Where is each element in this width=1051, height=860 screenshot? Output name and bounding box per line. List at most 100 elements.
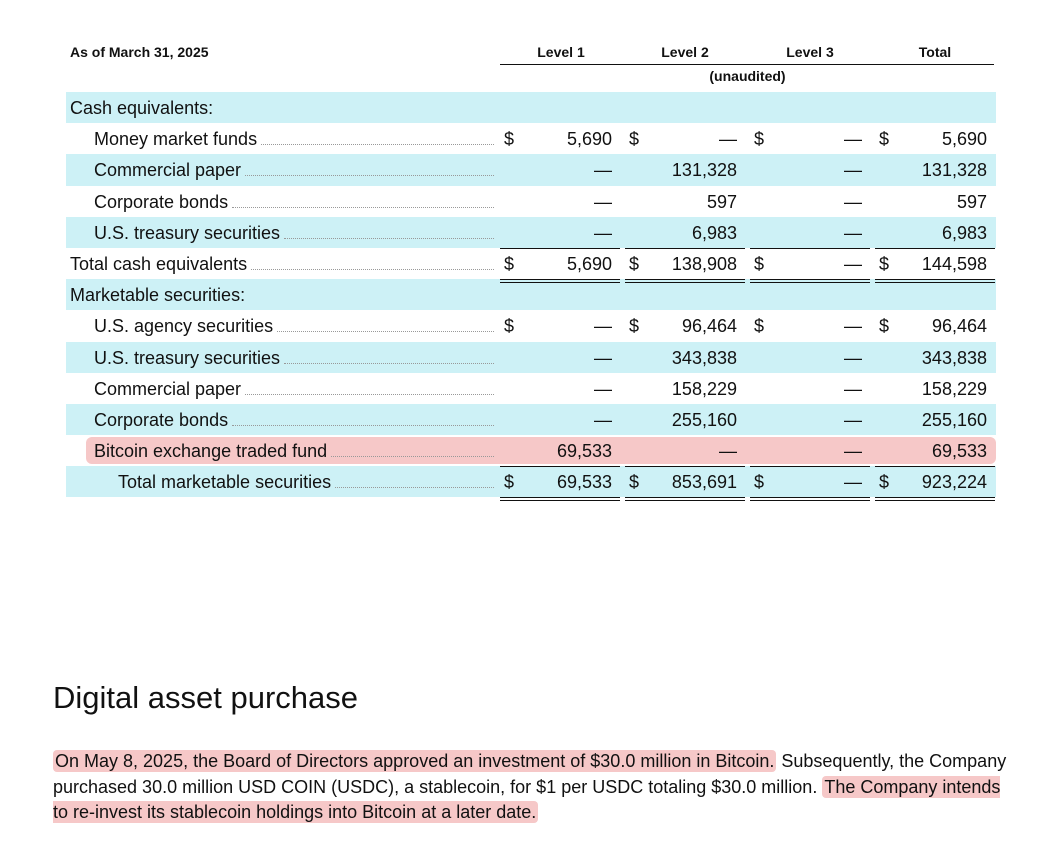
cell-value: 158,229 <box>921 378 987 399</box>
table-cell: 343,838 <box>875 342 995 373</box>
highlight-board-approval: On May 8, 2025, the Board of Directors a… <box>53 750 777 772</box>
row-label: Total cash equivalents <box>70 253 248 274</box>
table-cell: 158,229 <box>875 373 995 404</box>
table-cell: 597 <box>625 186 745 217</box>
cell-value: — <box>594 378 612 399</box>
table-cell: 255,160 <box>875 404 995 435</box>
cell-value: 96,464 <box>931 316 987 337</box>
row-label: Corporate bonds <box>94 409 229 430</box>
dollar-sign: $ <box>629 316 640 337</box>
cell-value: 923,224 <box>921 472 987 493</box>
cell-value: 597 <box>706 191 737 212</box>
col-level-3: Level 3 <box>786 44 834 60</box>
table-cell: $5,690 <box>500 123 620 154</box>
table-cell: — <box>750 154 870 185</box>
table-header: As of March 31, 2025 Level 1 Level 2 Lev… <box>66 36 996 92</box>
header-rule <box>500 64 994 65</box>
table-row: Commercial paper — 158,229 — 158,229 <box>66 373 996 404</box>
table-cell: $96,464 <box>625 310 745 341</box>
table-cell: $138,908 <box>625 248 745 284</box>
dot-leader <box>335 487 494 489</box>
cell-value: 144,598 <box>921 253 987 274</box>
table-cell: $ — <box>750 310 870 341</box>
cell-value: — <box>844 472 862 493</box>
table-cell: — <box>750 404 870 435</box>
cell-value: — <box>594 222 612 243</box>
cell-value: 69,533 <box>556 441 612 462</box>
dollar-sign: $ <box>754 316 765 337</box>
dollar-sign: $ <box>504 472 515 493</box>
dollar-sign: $ <box>879 253 890 274</box>
as-of-date: As of March 31, 2025 <box>70 44 209 60</box>
row-label: Commercial paper <box>94 160 242 181</box>
dot-leader <box>245 175 494 177</box>
cell-value: 343,838 <box>921 347 987 368</box>
table-row: Corporate bonds — 255,160 — 255,160 <box>66 403 996 436</box>
cell-value: — <box>844 129 862 150</box>
dollar-sign: $ <box>629 129 640 150</box>
table-cell: $ — <box>750 248 870 284</box>
cell-value: 69,533 <box>556 472 612 493</box>
dot-leader <box>261 144 494 146</box>
cell-value: — <box>844 222 862 243</box>
row-label: Commercial paper <box>94 378 242 399</box>
row-label: Marketable securities: <box>70 285 246 306</box>
table-row: Corporate bonds — 597 — 597 <box>66 186 996 217</box>
table-row: Commercial paper — 131,328 — 131,328 <box>66 154 996 186</box>
table-cell: — <box>750 342 870 373</box>
dot-leader <box>251 268 494 270</box>
cell-value: 255,160 <box>921 409 987 430</box>
table-cell: $96,464 <box>875 310 995 341</box>
cell-value: 96,464 <box>681 316 737 337</box>
dot-leader <box>245 393 494 395</box>
cell-value: — <box>844 347 862 368</box>
cell-value: — <box>594 160 612 181</box>
dollar-sign: $ <box>879 129 890 150</box>
row-highlight <box>86 437 996 465</box>
cell-value: 138,908 <box>671 253 737 274</box>
cell-value: — <box>594 316 612 337</box>
cell-value: — <box>844 253 862 274</box>
unaudited-note: (unaudited) <box>709 68 786 84</box>
cell-value: — <box>594 347 612 368</box>
cell-value: — <box>844 316 862 337</box>
section-title: Digital asset purchase <box>53 680 358 715</box>
table-row: Money market funds $5,690 $ — $ — $5,690 <box>66 123 996 154</box>
table-cell: 6,983 <box>875 217 995 249</box>
table-cell: $5,690 <box>875 123 995 154</box>
row-label: Cash equivalents: <box>70 98 214 118</box>
table-cell: 255,160 <box>625 404 745 435</box>
table-row: Bitcoin exchange traded fund 69,533 — — 69,5… <box>66 435 996 468</box>
cell-value: 853,691 <box>671 472 737 493</box>
table-cell: 158,229 <box>625 373 745 404</box>
table-cell: — <box>500 217 620 249</box>
col-level-1: Level 1 <box>537 44 585 60</box>
table-cell: $ — <box>750 466 870 502</box>
dot-leader <box>232 424 494 426</box>
dot-leader <box>277 331 494 333</box>
table-cell: $ — <box>750 123 870 154</box>
table-row: U.S. treasury securities — 343,838 — 343,838 <box>66 341 996 373</box>
table-cell: 131,328 <box>875 154 995 185</box>
table-body: Cash equivalents: Money market funds $5,69… <box>66 92 996 502</box>
table-cell: 69,533 <box>875 435 995 468</box>
section-paragraph: On May 8, 2025, the Board of Directors a… <box>53 749 1013 826</box>
table-cell: $5,690 <box>500 248 620 284</box>
col-level-2: Level 2 <box>661 44 709 60</box>
cell-value: — <box>719 441 737 462</box>
dot-leader <box>331 456 494 458</box>
table-cell: — <box>750 217 870 249</box>
table-row: U.S. treasury securities — 6,983 — 6,983 <box>66 216 996 249</box>
table-cell: $ — <box>500 310 620 341</box>
cell-value: 158,229 <box>671 378 737 399</box>
table-cell: — <box>750 186 870 217</box>
table-cell: — <box>500 373 620 404</box>
row-label: U.S. treasury securities <box>94 222 281 243</box>
fair-value-table: As of March 31, 2025 Level 1 Level 2 Lev… <box>66 36 996 502</box>
dollar-sign: $ <box>754 472 765 493</box>
cell-value: 131,328 <box>671 160 737 181</box>
table-row: Marketable securities: <box>66 279 996 311</box>
cell-value: 69,533 <box>931 441 987 462</box>
cell-value: — <box>844 441 862 462</box>
row-label: U.S. agency securities <box>94 316 274 337</box>
